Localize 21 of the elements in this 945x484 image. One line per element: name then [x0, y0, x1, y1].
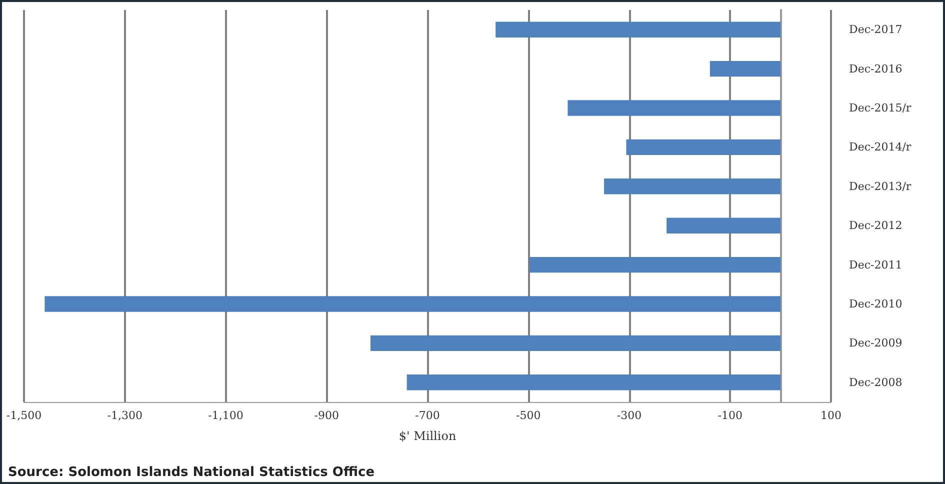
x-axis-title: $' Million — [398, 429, 456, 443]
x-tick-label: -1,300 — [107, 409, 142, 422]
x-tick-label: 100 — [820, 409, 842, 422]
x-tick-label: -700 — [415, 409, 440, 422]
x-tick-label: -500 — [516, 409, 541, 422]
x-tick-label: -900 — [314, 409, 339, 422]
y-tick-label: Dec-2016 — [849, 62, 902, 76]
y-tick-label: Dec-2011 — [849, 258, 902, 272]
y-tick-label: Dec-2010 — [849, 298, 902, 310]
y-tick-label: Dec-2009 — [849, 336, 902, 350]
y-tick-label: Dec-2012 — [849, 219, 902, 232]
x-tick-label: -300 — [616, 409, 642, 422]
x-tick-label: -100 — [718, 409, 742, 422]
y-tick-label: Dec-2013/r — [849, 180, 912, 193]
x-tick-label: -1,100 — [208, 409, 244, 422]
y-tick-label: Dec-2014/r — [849, 140, 912, 154]
y-tick-label: Dec-2008 — [849, 376, 902, 389]
x-tick-label: -1,500 — [6, 409, 42, 422]
y-tick-label: Dec-2017 — [849, 23, 902, 36]
y-tick-label: Dec-2015/r — [849, 102, 912, 114]
source-note: Source: Solomon Islands National Statistics Office — [8, 465, 375, 480]
